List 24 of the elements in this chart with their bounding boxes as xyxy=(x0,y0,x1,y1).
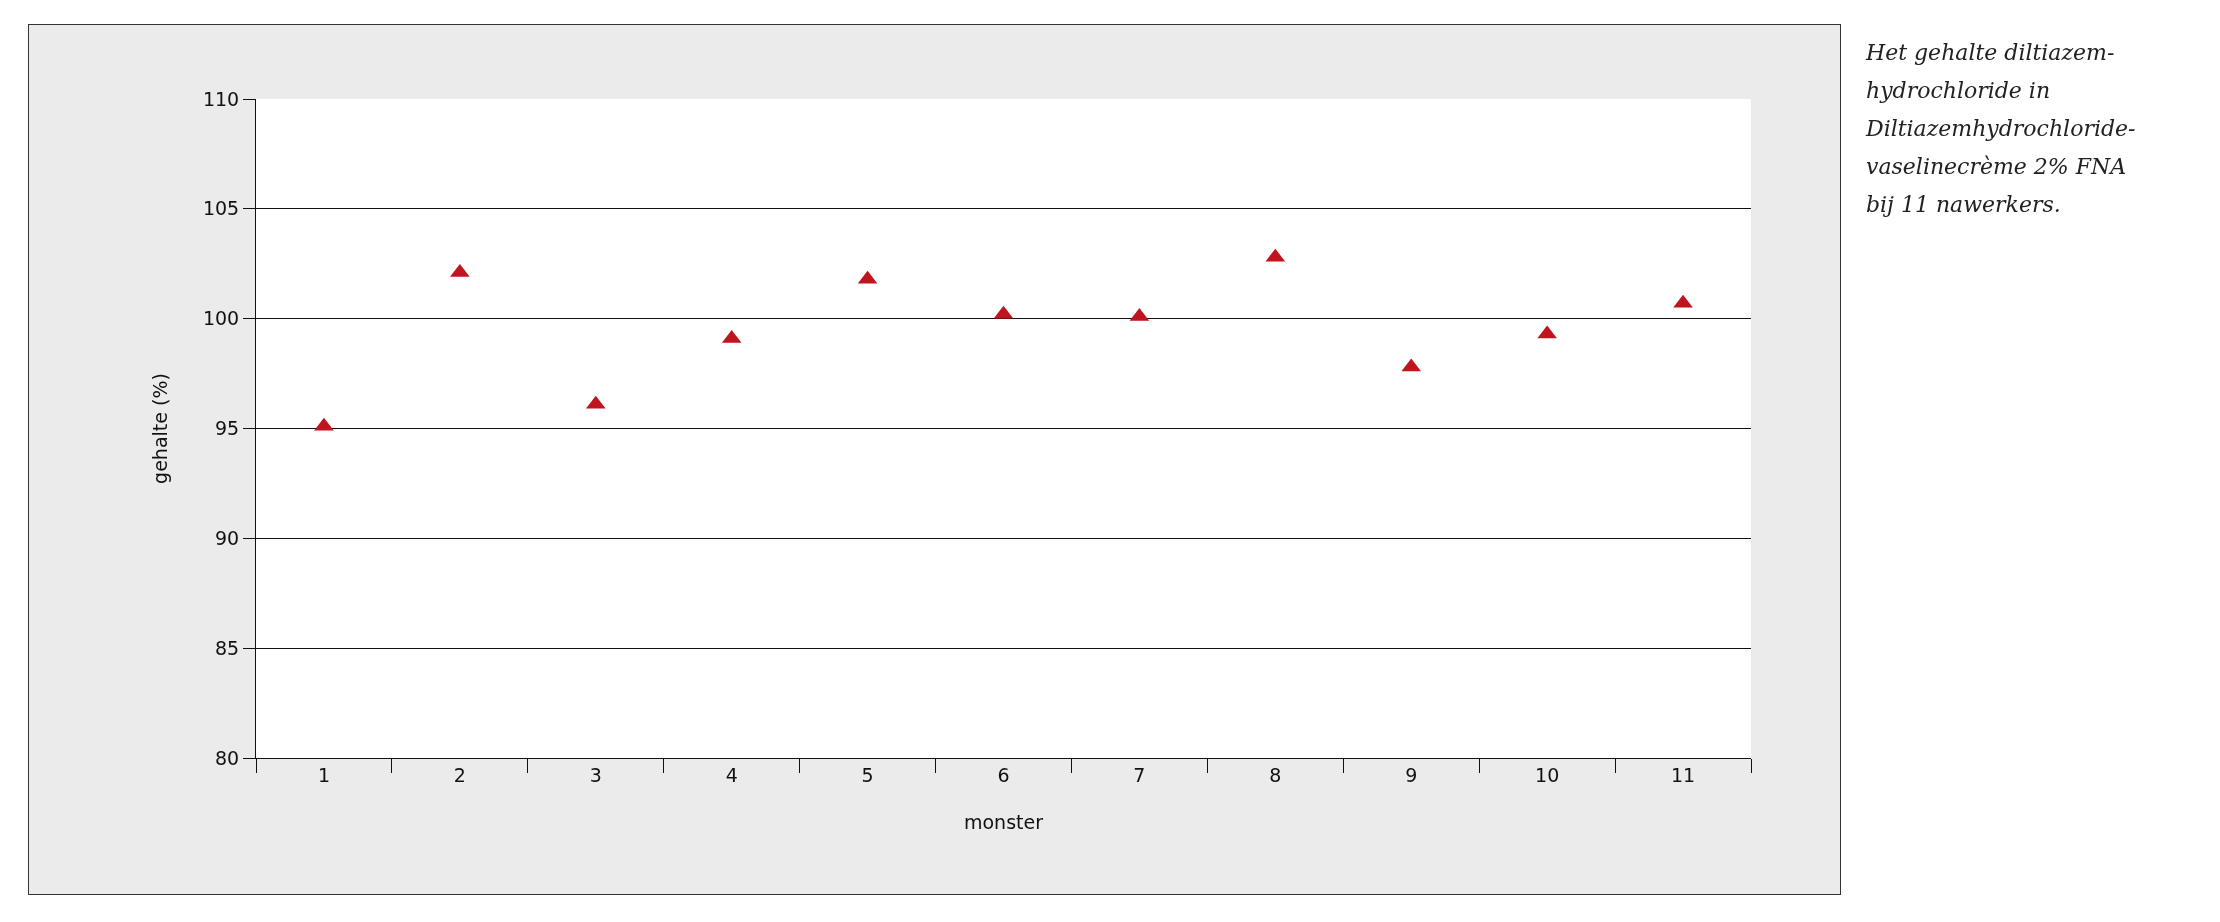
x-tick-label: 3 xyxy=(589,763,602,786)
y-tick-label: 85 xyxy=(215,636,240,659)
x-tick-label: 10 xyxy=(1535,763,1560,786)
y-tick-label: 105 xyxy=(202,197,240,220)
point xyxy=(314,417,334,431)
x-tick-label: 9 xyxy=(1405,763,1418,786)
y-tick-label: 90 xyxy=(215,526,240,549)
y-axis-title: gehalte (%) xyxy=(148,373,171,484)
x-axis-title: monster xyxy=(963,810,1044,833)
x-tick-label: 11 xyxy=(1670,763,1696,786)
x-tick-label: 1 xyxy=(317,763,330,786)
x-tick-label: 6 xyxy=(997,763,1010,786)
y-tick-label: 80 xyxy=(215,746,240,769)
y-tick-label: 110 xyxy=(202,87,240,110)
y-tick-label: 100 xyxy=(202,307,240,330)
x-tick-label: 8 xyxy=(1269,763,1282,786)
x-tick-label: 2 xyxy=(453,763,466,786)
y-tick-label: 95 xyxy=(215,417,240,440)
x-tick-label: 5 xyxy=(861,763,874,786)
x-tick-label: 4 xyxy=(725,763,738,786)
point xyxy=(1673,294,1693,308)
x-tick-label: 7 xyxy=(1133,763,1146,786)
point xyxy=(1537,325,1557,339)
text: Het gehalte diltiazem- hydrochloride in Diltiazemhydrochloride- vaselinecrème 2% FNA bij 11 nawerkers. xyxy=(1866,39,2137,219)
